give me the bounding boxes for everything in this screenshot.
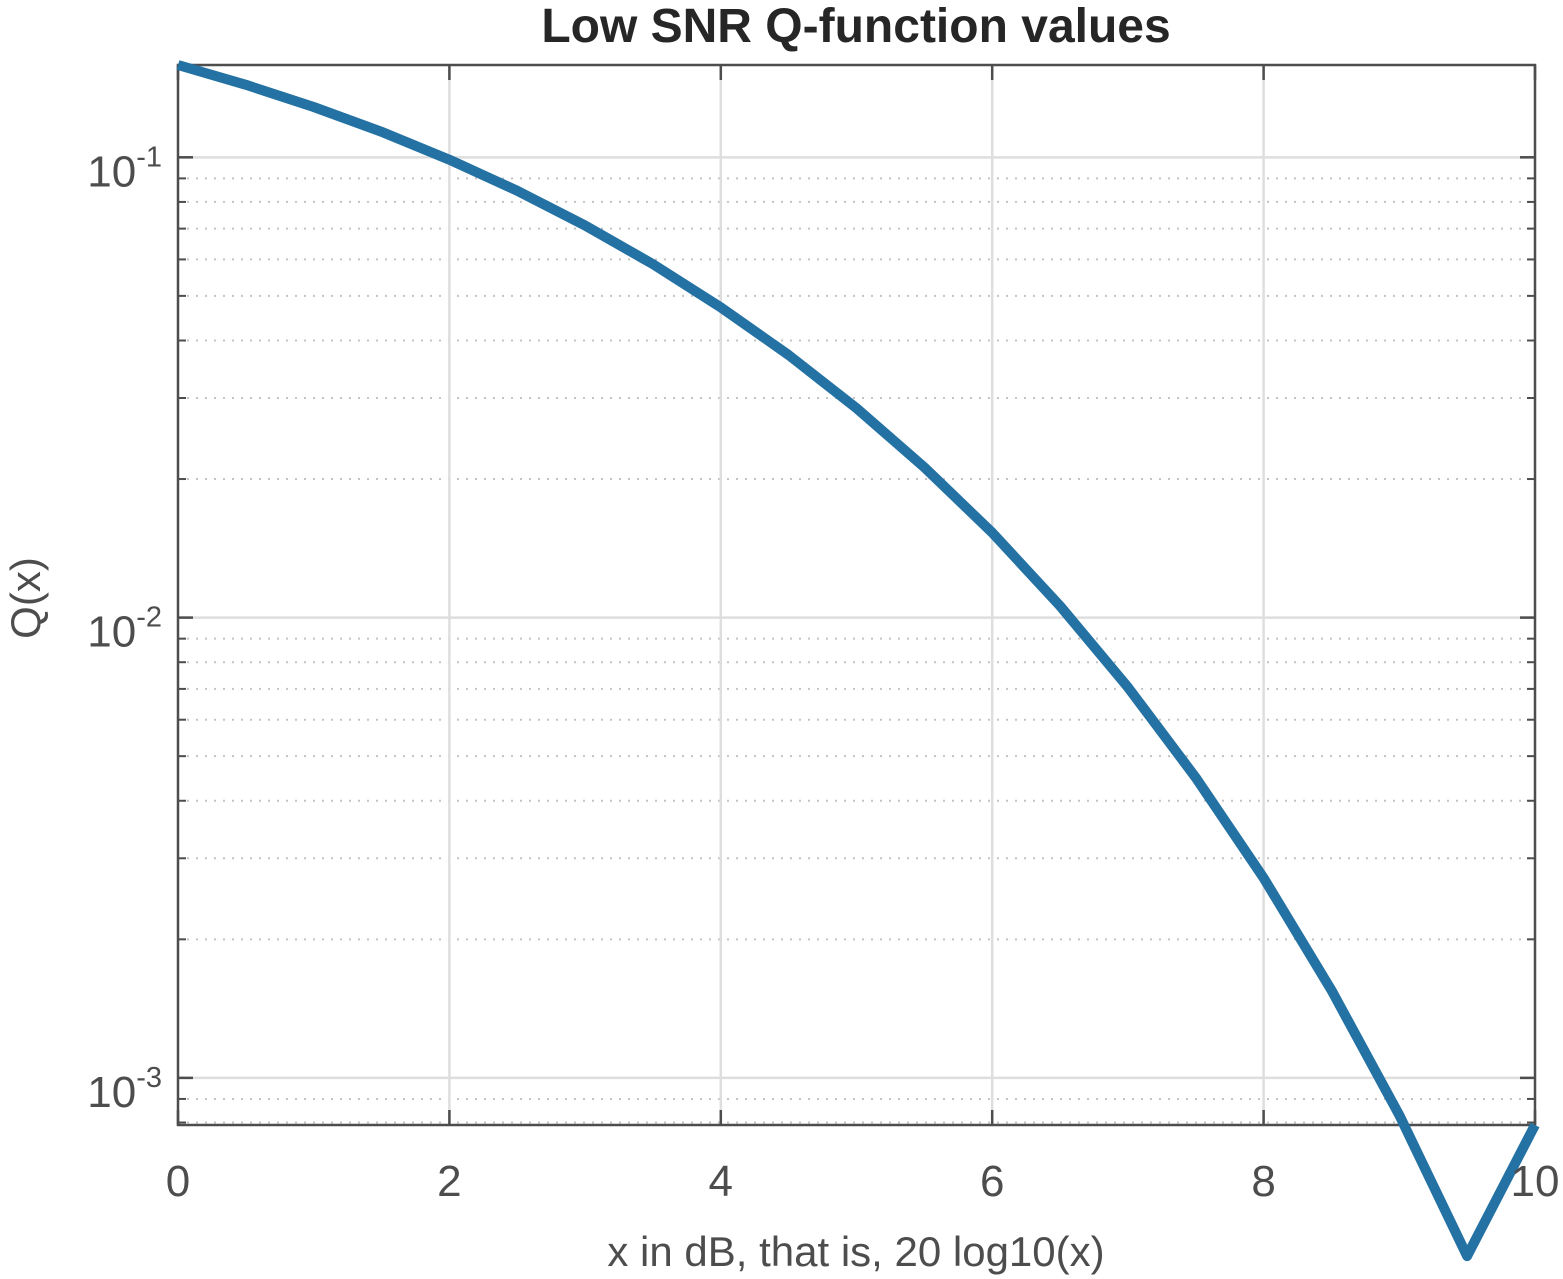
ticks xyxy=(176,65,1537,1125)
y-tick-label: 10-2 xyxy=(87,602,162,657)
y-tick-label: 10-3 xyxy=(87,1062,162,1117)
y-tick-label: 10-1 xyxy=(87,141,162,196)
series-line xyxy=(176,60,1540,1262)
tick-labels: 10-3 10-2 10-1 0 2 4 6 8 10 xyxy=(87,141,1559,1206)
y-axis-label: Q(x) xyxy=(2,557,49,639)
grid xyxy=(178,65,1535,1125)
x-tick-label: 8 xyxy=(1251,1157,1275,1206)
x-tick-label: 4 xyxy=(709,1157,733,1206)
x-tick-label: 6 xyxy=(980,1157,1004,1206)
x-tick-label: 0 xyxy=(166,1157,190,1206)
x-tick-label: 10 xyxy=(1511,1157,1560,1206)
x-axis-label: x in dB, that is, 20 log10(x) xyxy=(607,1228,1104,1275)
series-layer xyxy=(176,60,1540,1262)
chart-title: Low SNR Q-function values xyxy=(541,0,1170,53)
plot-area-frame xyxy=(176,63,1537,1127)
x-tick-label: 2 xyxy=(437,1157,461,1206)
